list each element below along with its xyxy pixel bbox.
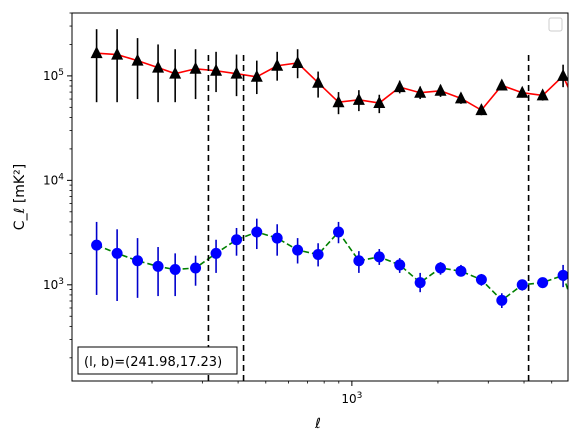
series-0-point-19 [475,103,488,116]
series-0-point-2 [131,53,144,66]
series-0-point-9 [271,58,284,71]
coordinate-annotation: (l, b)=(241.98,17.23) [77,346,238,375]
series-1-point-13 [353,255,365,267]
series-1-point-18 [455,265,467,277]
series-1-point-5 [190,262,202,274]
series-0-point-18 [454,91,467,104]
series-0-point-13 [352,92,365,105]
series-1-point-22 [537,277,549,289]
tick-layer: 103 104 105 103 [43,12,553,406]
series-1-point-11 [312,249,324,261]
series-1-point-8 [251,226,263,238]
series-0-point-6 [210,63,223,76]
vline-layer [207,51,530,381]
series-0-point-10 [291,55,304,68]
series-0-point-15 [393,80,406,93]
series-0 [90,29,568,116]
series-0-point-21 [516,85,529,98]
series-1-point-7 [231,234,243,246]
series-1-point-16 [414,277,426,289]
series-1-point-9 [271,232,283,244]
legend-box[interactable] [548,17,563,32]
series-0-point-23 [557,68,568,81]
series-layer [90,29,568,308]
y-tick-label-0: 103 [43,277,64,292]
series-0-point-20 [495,78,508,91]
series-0-point-14 [373,96,386,109]
plot-frame [71,12,569,382]
series-0-point-0 [90,46,103,59]
series-1-point-23 [557,269,568,281]
series-0-point-1 [111,47,124,60]
series-1-line [96,230,568,302]
series-1-point-12 [333,226,345,238]
y-axis-label: C_ℓ [mK²] [12,164,28,230]
series-0-point-8 [250,69,263,82]
y-tick-label-2: 105 [43,68,64,83]
series-0-point-22 [536,88,549,101]
series-0-point-7 [230,66,243,79]
series-0-point-3 [152,60,165,73]
series-1-point-19 [475,274,487,286]
x-axis-label: ℓ [314,416,321,432]
series-0-point-4 [169,66,182,79]
series-1-point-1 [111,247,123,259]
series-1-point-4 [169,264,181,276]
series-1-point-14 [373,251,385,263]
coordinate-annotation-text: (l, b)=(241.98,17.23) [84,355,222,370]
series-1-point-15 [394,259,406,271]
series-1-point-6 [210,247,222,259]
y-tick-label-1: 104 [43,172,64,187]
series-1-point-0 [91,239,103,251]
series-0-point-12 [332,95,345,108]
series-1-point-17 [435,262,447,274]
series-0-point-11 [312,75,325,88]
series-1-point-21 [516,279,528,291]
series-1 [91,218,568,308]
series-0-point-17 [434,83,447,96]
series-1-point-2 [132,255,144,267]
series-1-point-3 [152,260,164,272]
series-0-point-5 [189,61,202,74]
series-1-point-20 [496,294,508,306]
series-0-point-16 [414,85,427,98]
series-1-point-10 [292,244,304,256]
x-tick-label-0: 103 [341,391,362,406]
